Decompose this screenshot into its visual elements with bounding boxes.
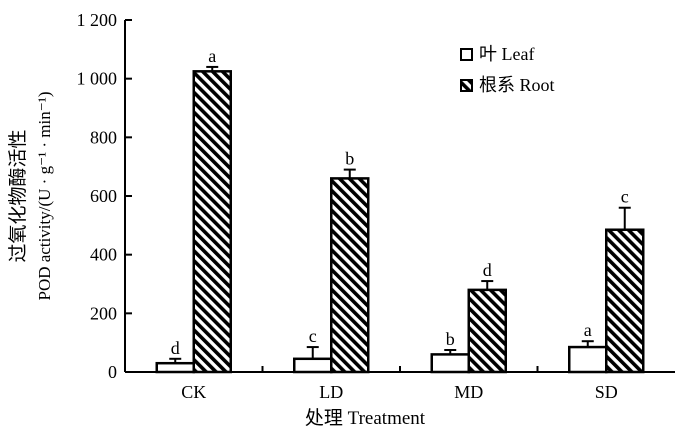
significance-letter: c: [309, 326, 317, 346]
significance-letter: a: [584, 320, 592, 340]
bar-root-sd: [605, 228, 645, 374]
x-tick-label: MD: [454, 382, 483, 402]
legend-swatch-leaf: [460, 48, 473, 61]
y-tick-label: 600: [90, 186, 117, 206]
bar-leaf-ld: [293, 357, 333, 374]
y-tick-label: 800: [90, 127, 117, 147]
x-tick-label: CK: [181, 382, 206, 402]
legend-swatch-root: [460, 79, 473, 92]
y-axis: 0 200 400 600 800 1 000 1 200: [77, 10, 132, 382]
legend: 叶 Leaf 根系 Root: [460, 44, 555, 95]
y-tick-label: 1 200: [77, 10, 118, 30]
legend-label-root: 根系 Root: [479, 75, 555, 95]
y-axis-label-english: POD activity/(U · g⁻¹ · min⁻¹): [35, 92, 54, 301]
bar-root-md: [467, 288, 507, 374]
significance-letter: b: [446, 329, 455, 349]
bar-root-ld: [330, 177, 370, 374]
significance-letter: d: [171, 338, 180, 358]
x-tick-label: LD: [319, 382, 343, 402]
significance-letter: a: [208, 46, 216, 66]
y-axis-label-chinese: 过氧化物酶活性: [7, 129, 29, 262]
legend-label-leaf: 叶 Leaf: [479, 44, 534, 64]
bar-leaf-ck: [155, 361, 195, 374]
bar-root-ck: [192, 70, 232, 374]
y-tick-label: 400: [90, 245, 117, 265]
y-tick-label: 200: [90, 303, 117, 323]
y-tick-label: 1 000: [77, 69, 118, 89]
x-axis-label: 处理 Treatment: [305, 407, 426, 429]
significance-letter: b: [345, 149, 354, 169]
bars: d c b a a b d c: [155, 46, 645, 374]
significance-letter: c: [621, 187, 629, 207]
bar-leaf-sd: [568, 345, 608, 374]
significance-letter: d: [483, 260, 492, 280]
bar-leaf-md: [430, 353, 470, 374]
x-tick-label: SD: [595, 382, 618, 402]
y-tick-label: 0: [108, 362, 117, 382]
